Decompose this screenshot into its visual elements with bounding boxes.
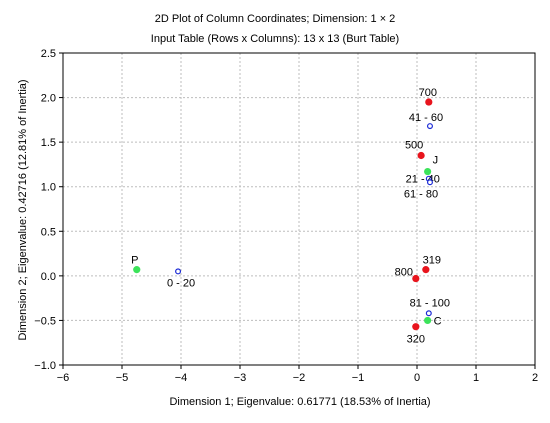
data-point-filled [412,323,420,331]
x-tick-label: 1 [473,372,479,384]
data-point-filled [422,266,430,274]
x-tick-label: −5 [116,372,129,384]
data-label: 319 [423,255,441,267]
chart-title: 2D Plot of Column Coordinates; Dimension… [155,13,396,25]
data-label: 61 - 80 [404,188,438,200]
y-tick-label: 1.5 [41,137,56,149]
x-tick-label: −4 [175,372,188,384]
y-tick-label: 1.0 [41,182,56,194]
data-point-filled [425,98,433,106]
data-label: 700 [419,87,437,99]
x-tick-label: 2 [532,372,538,384]
x-tick-label: −1 [352,372,365,384]
x-tick-label: −2 [293,372,306,384]
x-tick-label: 0 [414,372,420,384]
data-point-open [425,310,432,317]
data-label: 81 - 100 [410,297,450,309]
x-tick-label: −6 [57,372,70,384]
x-axis-label: Dimension 1; Eigenvalue: 0.61771 (18.53%… [169,396,430,408]
data-label: C [434,315,442,327]
data-point-filled [133,266,141,274]
data-point-filled [412,274,420,283]
data-point-open [426,179,433,186]
chart-subtitle: Input Table (Rows x Columns): 13 x 13 (B… [151,33,399,45]
y-tick-label: 0.5 [41,226,56,238]
data-point-filled [424,167,432,176]
data-label: 41 - 60 [409,112,443,124]
y-tick-label: −0.5 [34,315,56,327]
data-point-filled [417,151,425,160]
y-tick-label: 0.0 [41,271,56,283]
data-label: 0 - 20 [167,277,195,289]
x-tick-label: −3 [234,372,247,384]
data-label: 21 - 40 [406,174,440,186]
data-label: 320 [407,334,425,346]
y-tick-label: −1.0 [34,360,56,372]
y-tick-label: 2.5 [41,48,56,60]
data-point-open [175,268,182,275]
data-label: P [131,255,138,267]
data-point-open [426,123,433,130]
y-axis-label: Dimension 2; Eigenvalue: 0.42716 (12.81%… [17,79,29,340]
y-tick-label: 2.0 [41,93,56,105]
data-label: 800 [395,267,413,279]
data-label: 500 [405,140,423,152]
data-point-filled [424,316,432,325]
data-label: J [433,155,439,167]
